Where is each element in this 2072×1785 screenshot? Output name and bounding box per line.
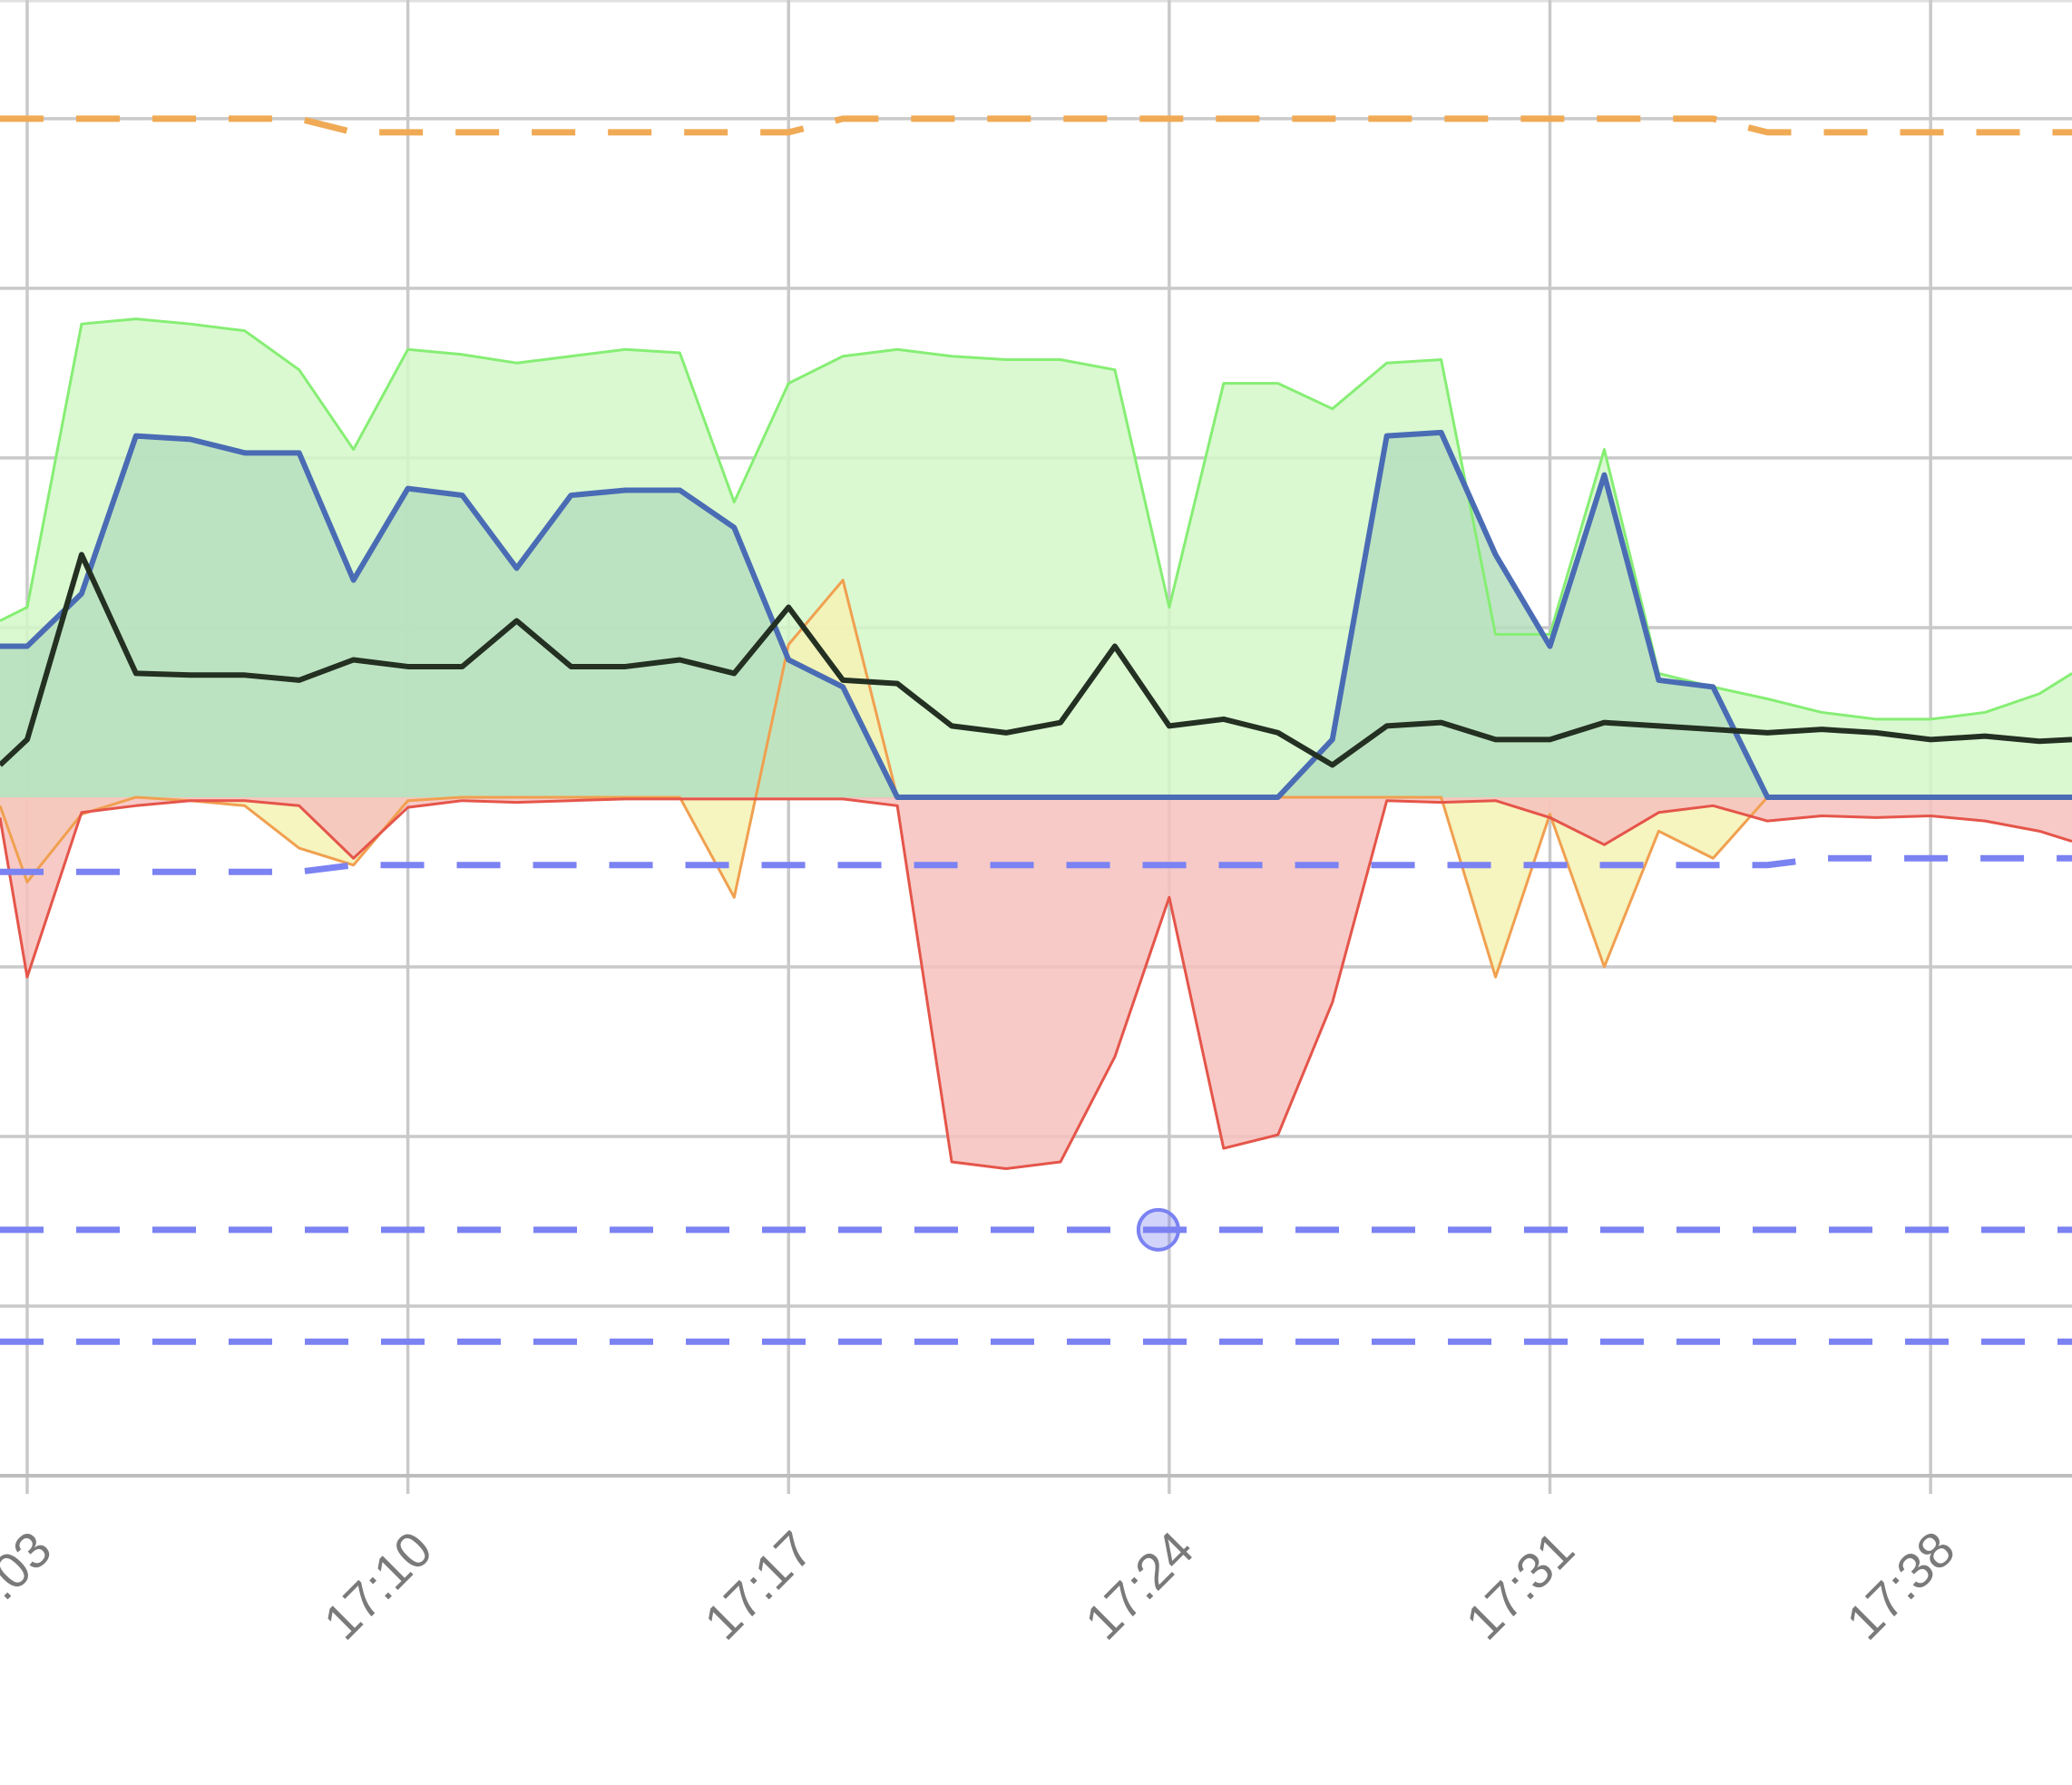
x-tick-label: 17:24 [1074, 1520, 1205, 1651]
x-tick-label: 17:03 [0, 1520, 62, 1651]
x-tick-label: 17:38 [1835, 1520, 1966, 1651]
x-tick-label: 17:10 [312, 1520, 443, 1651]
x-tick-label: 17:17 [693, 1520, 824, 1651]
series-area [0, 432, 2072, 797]
series-area [0, 796, 2072, 1169]
series-line [0, 797, 2072, 1171]
series-line [0, 551, 2072, 768]
point-marker [1136, 1207, 1180, 1252]
series-line [0, 854, 2072, 875]
series-line [0, 115, 2072, 136]
series-line [0, 429, 2072, 800]
series-line [0, 317, 2072, 721]
x-tick-label: 17:31 [1454, 1520, 1585, 1651]
